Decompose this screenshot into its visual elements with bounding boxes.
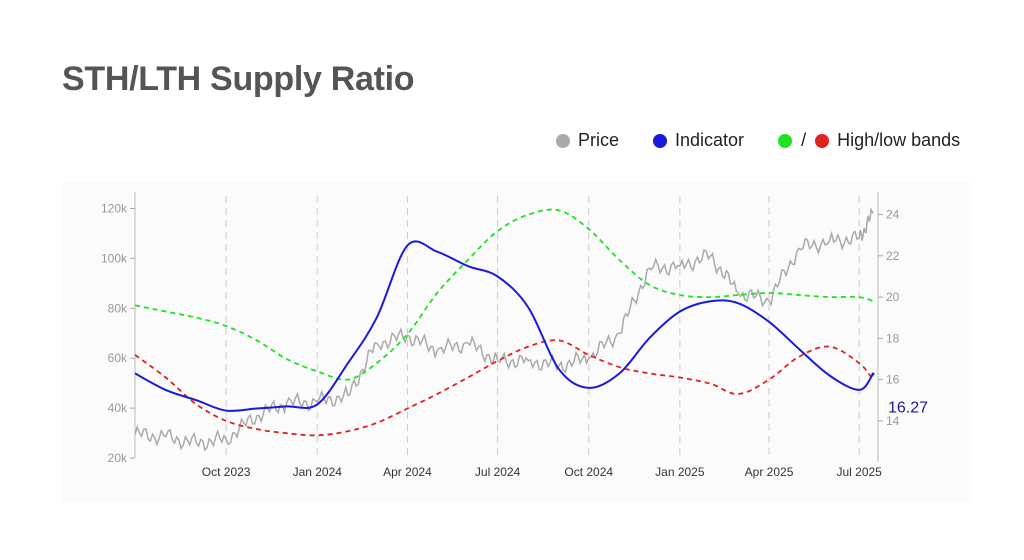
chart-svg: Oct 2023 Jan 2024 Apr 2024 Jul 2024 Oct 2024…	[101, 192, 928, 479]
legend-high-swatch	[778, 133, 793, 148]
legend-bands-separator: /	[801, 130, 807, 150]
y-left-tick-label: 40k	[108, 401, 128, 415]
page-title: STH/LTH Supply Ratio	[62, 60, 415, 98]
y-right-tick-label: 22	[886, 249, 900, 263]
x-tick-label: Oct 2024	[564, 465, 613, 479]
low-band-line	[134, 339, 874, 437]
x-tick-label: Apr 2025	[745, 465, 794, 479]
y-left-tick-label: 60k	[108, 351, 128, 365]
legend-item-price[interactable]: Price	[556, 130, 619, 151]
y-right-tick-label: 14	[886, 414, 900, 428]
legend-price-swatch	[556, 133, 570, 148]
high-band-line	[134, 208, 874, 381]
x-tick-label: Jul 2025	[836, 465, 882, 479]
legend-item-indicator[interactable]: Indicator	[653, 130, 744, 151]
legend-low-swatch	[815, 133, 830, 148]
current-value-label: 16.27	[888, 400, 928, 417]
x-tick-label: Jul 2024	[475, 465, 521, 479]
y-right-tick-label: 16	[886, 373, 900, 387]
y-right-tick-label: 18	[886, 331, 900, 345]
legend-price-label: Price	[578, 130, 620, 150]
price-series-line	[134, 206, 874, 452]
y-right-tick-label: 24	[886, 208, 900, 222]
x-tick-label: Jan 2024	[293, 465, 343, 479]
y-left-tick-label: 20k	[108, 451, 128, 465]
x-tick-label: Oct 2023	[202, 465, 251, 479]
legend-indicator-label: Indicator	[675, 130, 745, 150]
y-left-tick-label: 100k	[101, 251, 128, 265]
y-left-tick-label: 120k	[101, 201, 128, 215]
x-tick-label: Jan 2025	[655, 465, 705, 479]
legend-bands-label: High/low bands	[837, 130, 961, 150]
chart-area: Oct 2023 Jan 2024 Apr 2024 Jul 2024 Oct 2024…	[62, 182, 972, 502]
y-left-tick-label: 80k	[108, 301, 128, 315]
legend-indicator-swatch	[653, 133, 668, 148]
indicator-end-point	[871, 372, 875, 376]
y-right-tick-label: 20	[886, 290, 900, 304]
legend-item-bands[interactable]: / High/low bands	[778, 130, 960, 151]
x-tick-label: Apr 2024	[383, 465, 432, 479]
chart-legend: Price Indicator / High/low bands	[556, 130, 960, 151]
indicator-series-line	[134, 240, 874, 412]
